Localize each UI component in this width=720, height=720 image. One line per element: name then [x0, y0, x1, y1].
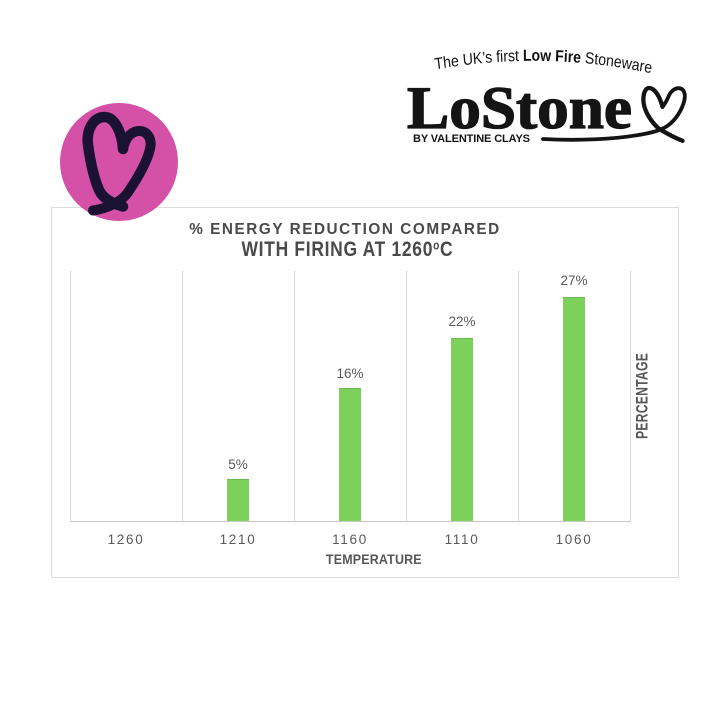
svg-text:BY VALENTINE CLAYS: BY VALENTINE CLAYS [413, 133, 530, 145]
svg-text:The UK’s first Low Fire Stonew: The UK’s first Low Fire Stoneware [434, 47, 654, 78]
svg-text:LoStone: LoStone [407, 75, 632, 141]
